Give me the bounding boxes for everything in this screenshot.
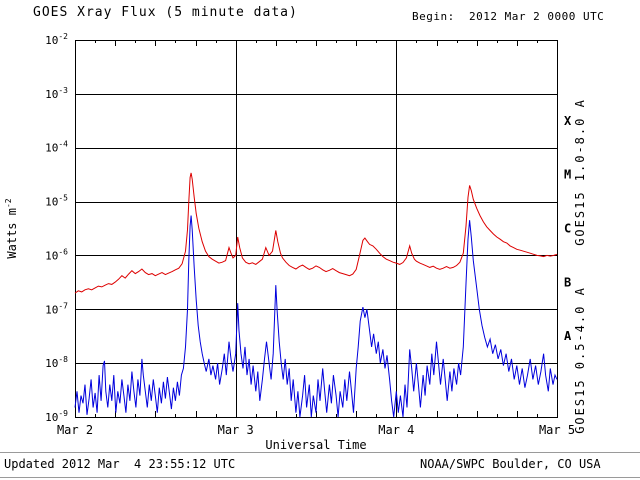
x-tick-label: Mar 4: [378, 423, 414, 437]
flare-class-label: B: [564, 275, 571, 289]
x-tick-label: Mar 5: [539, 423, 575, 437]
begin-timestamp: Begin: 2012 Mar 2 0000 UTC: [412, 10, 605, 23]
y-axis-label: Watts m-2: [4, 198, 19, 258]
plot-border: [75, 40, 558, 418]
series-label-short-channel: GOES15 0.5-4.0 A: [573, 286, 587, 434]
chart-title: GOES Xray Flux (5 minute data): [33, 5, 298, 20]
series-line-short-channel: [74, 215, 558, 418]
flare-class-label: A: [564, 329, 572, 343]
y-tick-label: 10-5: [45, 194, 68, 209]
footer-divider: [0, 452, 640, 453]
y-tick-label: 10-9: [45, 409, 68, 424]
y-tick-label: 10-6: [45, 247, 68, 262]
x-tick-label: Mar 2: [57, 423, 93, 437]
y-tick-label: 10-7: [45, 301, 68, 316]
flare-class-label: X: [564, 114, 572, 128]
series-label-long-channel: GOES15 1.0-8.0 A: [573, 98, 587, 246]
source-credit: NOAA/SWPC Boulder, CO USA: [420, 457, 601, 471]
series-line-long-channel: [74, 172, 558, 294]
y-tick-label: 10-2: [45, 32, 68, 47]
x-axis-label: Universal Time: [265, 438, 366, 452]
x-tick-label: Mar 3: [218, 423, 254, 437]
flare-class-label: M: [564, 168, 571, 182]
updated-timestamp: Updated 2012 Mar 4 23:55:12 UTC: [4, 457, 236, 471]
bottom-divider: [0, 477, 640, 478]
y-tick-label: 10-4: [45, 140, 68, 155]
y-tick-label: 10-8: [45, 355, 68, 370]
y-tick-label: 10-3: [45, 86, 68, 101]
flare-class-label: C: [564, 222, 571, 236]
